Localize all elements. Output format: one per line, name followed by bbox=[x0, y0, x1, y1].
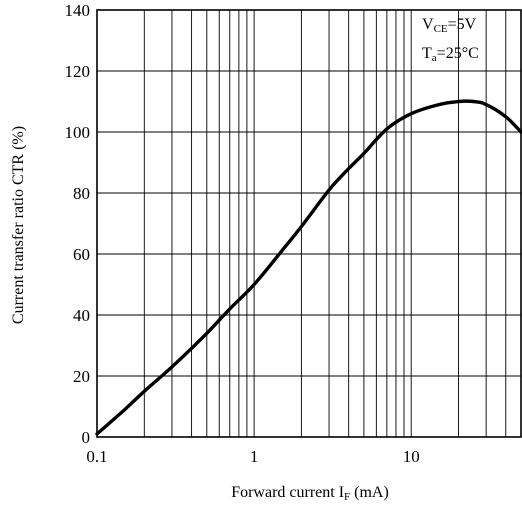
y-tick-label: 80 bbox=[73, 184, 90, 203]
y-tick-label: 140 bbox=[65, 1, 91, 20]
x-tick-label: 1 bbox=[250, 447, 259, 466]
y-tick-label: 40 bbox=[73, 306, 90, 325]
x-axis-label: Forward current IF (mA) bbox=[231, 484, 389, 503]
y-tick-label: 120 bbox=[65, 62, 91, 81]
x-tick-label: 0.1 bbox=[86, 447, 107, 466]
grid-lines bbox=[97, 10, 521, 437]
y-tick-label: 20 bbox=[73, 367, 90, 386]
x-tick-labels: 0.1 1 10 bbox=[86, 447, 419, 466]
y-tick-labels: 0 20 40 60 80 100 120 140 bbox=[65, 1, 91, 447]
y-tick-label: 60 bbox=[73, 245, 90, 264]
y-tick-label: 100 bbox=[65, 123, 91, 142]
condition-vce: VCE=5V bbox=[422, 16, 477, 35]
x-tick-label: 10 bbox=[403, 447, 420, 466]
condition-ta: Ta=25°C bbox=[422, 45, 479, 64]
y-axis-label: Current transfer ratio CTR (%) bbox=[10, 126, 27, 324]
y-tick-label: 0 bbox=[82, 428, 91, 447]
ctr-curve bbox=[95, 99, 522, 436]
plot-frame bbox=[96, 9, 522, 438]
test-conditions: VCE=5V Ta=25°C bbox=[422, 16, 479, 64]
